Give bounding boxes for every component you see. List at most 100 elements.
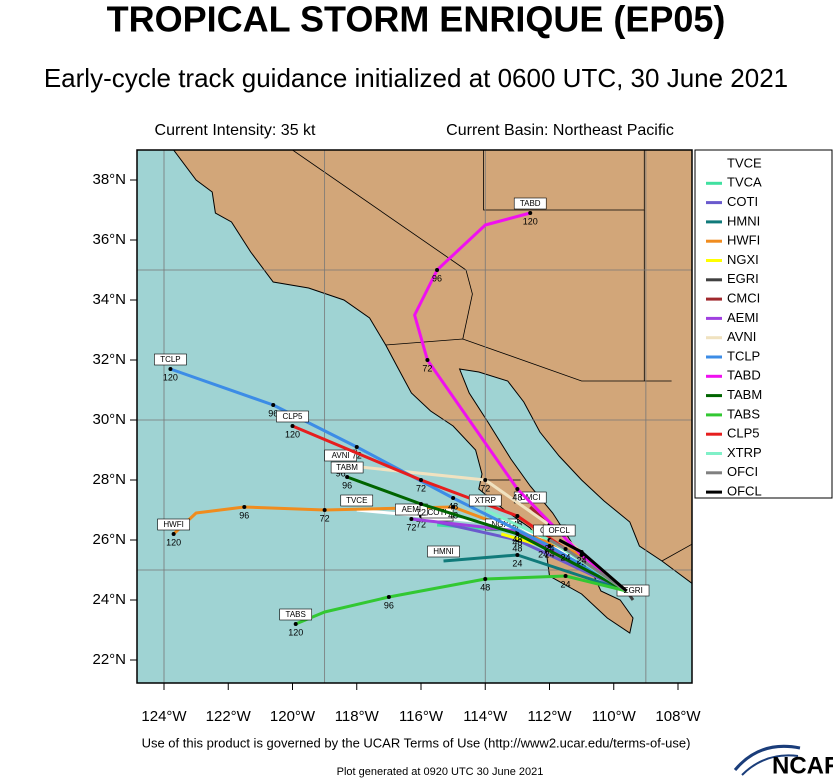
track-point (290, 424, 295, 428)
hour-label: 24 (577, 558, 587, 568)
track-tag-box (513, 197, 547, 210)
track-tag: TCLP (160, 355, 180, 364)
track-point (563, 574, 568, 578)
x-tick-label: 120°W (270, 708, 316, 725)
track-point (483, 478, 488, 482)
legend-label: TVCA (727, 175, 762, 190)
hour-label: 48 (512, 492, 522, 502)
hour-label: 48 (512, 543, 522, 553)
hour-label: 120 (163, 372, 178, 382)
border (483, 150, 645, 211)
track-point (419, 478, 423, 482)
hour-label: 72 (320, 513, 330, 523)
x-tick-label: 118°W (335, 708, 380, 725)
track-line (346, 475, 628, 593)
ncar-logo: NCAR (733, 744, 833, 779)
border (292, 150, 467, 271)
map-frame (136, 149, 693, 684)
hour-label: 120 (166, 537, 181, 547)
x-tick-label: 108°W (655, 708, 701, 725)
hour-label: 24 (561, 579, 571, 589)
track-point (171, 532, 176, 536)
track-tag: XTRP (475, 496, 496, 505)
intensity: Current Intensity: 35 kt (155, 122, 317, 139)
logo-text: NCAR (772, 752, 833, 779)
hour-label: 24 (577, 555, 587, 565)
legend-label: EGRI (727, 271, 759, 286)
track-tag: TABD (520, 199, 541, 208)
track-point (242, 505, 247, 509)
logo-arc (741, 754, 799, 776)
border (385, 338, 672, 382)
legend-label: TABD (727, 368, 761, 383)
track-tag-box (154, 353, 187, 366)
legend-label: TVCE (727, 155, 762, 170)
x-tick-label: 116°W (399, 708, 444, 725)
generated: Plot generated at 0920 UTC 30 June 2021 (337, 766, 544, 778)
track-tag: TABM (336, 463, 358, 472)
hour-label: 48 (480, 582, 490, 592)
legend-label: COTI (727, 194, 758, 209)
legend-label: AEMI (727, 310, 759, 325)
hour-label: 24 (544, 549, 554, 559)
legend-label: CMCI (727, 291, 760, 306)
track-tag-box (395, 503, 428, 516)
legend-label: HMNI (727, 213, 760, 228)
hour-label: 72 (416, 507, 426, 517)
track-point (483, 577, 488, 581)
hour-label: 24 (561, 552, 571, 562)
track-tag: EGRI (623, 586, 643, 595)
track-point (293, 622, 298, 626)
track-tag: CMCI (520, 493, 540, 502)
track-tag-box (279, 608, 313, 621)
track-point (451, 505, 456, 509)
hour-label: 96 (239, 510, 249, 520)
hour-label: 120 (285, 429, 300, 439)
track-tag: OFCL (548, 526, 570, 535)
track-tag-box (157, 518, 190, 531)
track-tag-box (427, 545, 460, 558)
y-tick-label: 34°N (92, 291, 126, 308)
hour-label: 96 (336, 468, 346, 478)
track-point (435, 268, 440, 272)
track-tag: AEMI (402, 505, 422, 514)
track-tag: COTI (428, 508, 447, 517)
hour-label: 24 (544, 543, 554, 553)
track-point (515, 487, 520, 491)
hour-label: 72 (416, 483, 426, 493)
x-tick-label: 112°W (527, 708, 572, 725)
legend-label: TABS (727, 406, 760, 421)
track-point (386, 595, 391, 599)
track-point (528, 211, 533, 215)
track-point (425, 358, 430, 362)
land (172, 150, 692, 634)
legend-label: CLP5 (727, 426, 760, 441)
track-tag-box (330, 461, 364, 474)
track-tag-box (276, 410, 309, 423)
hour-label: 96 (342, 480, 352, 490)
track-point (547, 544, 552, 548)
y-tick-label: 22°N (92, 651, 126, 668)
border (462, 269, 473, 340)
track-tag-box (340, 494, 374, 507)
track-tag: NGXI (492, 520, 512, 529)
track-point (579, 550, 584, 554)
map-layer: 72TVCE48TVCA48COTI24HMNI24487296120HWFI2… (137, 150, 692, 683)
subtitle: Early-cycle track guidance initialized a… (44, 63, 788, 93)
hour-label: 96 (432, 273, 442, 283)
track-point (419, 502, 423, 506)
hour-label: 72 (416, 519, 426, 529)
track-point (515, 553, 520, 557)
track-point (271, 403, 276, 407)
hour-label: 48 (448, 501, 458, 511)
y-tick-label: 26°N (92, 531, 126, 548)
legend-label: HWFI (727, 233, 760, 248)
y-tick-label: 28°N (92, 471, 126, 488)
basin: Current Basin: Northeast Pacific (446, 122, 674, 139)
track-tag: TVCE (346, 496, 367, 505)
hour-label: 96 (384, 600, 394, 610)
x-tick-label: 110°W (592, 708, 637, 725)
legend-box (694, 149, 833, 499)
track-tag: AVNI (332, 451, 350, 460)
hour-label: 24 (538, 549, 548, 559)
